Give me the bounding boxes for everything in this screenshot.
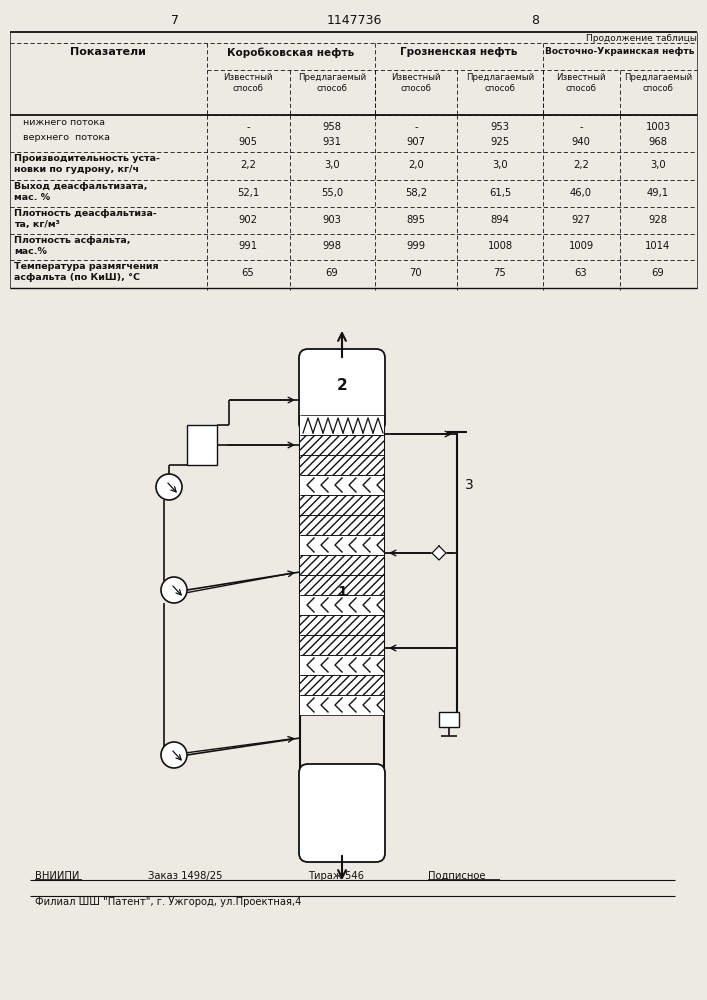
Text: Известный
способ: Известный способ <box>556 73 606 93</box>
Bar <box>187 425 217 465</box>
Text: та, кг/м³: та, кг/м³ <box>14 220 60 229</box>
Bar <box>300 655 384 675</box>
Text: -: - <box>414 122 418 132</box>
Bar <box>300 635 384 655</box>
Text: Филиал ШШ "Патент", г. Ужгород, ул.Проектная,4: Филиал ШШ "Патент", г. Ужгород, ул.Проек… <box>35 897 301 907</box>
Text: Известный
способ: Известный способ <box>391 73 440 93</box>
Text: 895: 895 <box>407 215 426 225</box>
Text: Предлагаемый
способ: Предлагаемый способ <box>466 73 534 93</box>
Text: Выход деасфальтизата,: Выход деасфальтизата, <box>14 182 148 191</box>
Text: 2,2: 2,2 <box>573 160 589 170</box>
Text: 1009: 1009 <box>568 241 594 251</box>
Text: 3,0: 3,0 <box>492 160 508 170</box>
Text: 63: 63 <box>575 268 588 278</box>
Text: Известный
способ: Известный способ <box>223 73 273 93</box>
Text: верхнего  потока: верхнего потока <box>14 133 110 142</box>
Text: 907: 907 <box>407 137 426 147</box>
Text: 991: 991 <box>238 241 257 251</box>
Bar <box>300 595 384 615</box>
Text: 61,5: 61,5 <box>489 188 511 198</box>
Text: 69: 69 <box>652 268 665 278</box>
Text: 3,0: 3,0 <box>650 160 666 170</box>
Text: Показатели: Показатели <box>70 47 146 57</box>
Text: 925: 925 <box>491 137 510 147</box>
Text: 958: 958 <box>322 122 341 132</box>
Circle shape <box>156 474 182 500</box>
Text: 998: 998 <box>322 241 341 251</box>
Bar <box>300 515 384 535</box>
Bar <box>300 675 384 695</box>
Text: 928: 928 <box>648 215 667 225</box>
Text: 931: 931 <box>322 137 341 147</box>
Text: 905: 905 <box>238 137 257 147</box>
Text: мас.%: мас.% <box>14 247 47 256</box>
Text: 69: 69 <box>326 268 339 278</box>
Text: 1147736: 1147736 <box>327 14 382 27</box>
Bar <box>300 455 384 475</box>
Bar <box>300 535 384 555</box>
Polygon shape <box>432 546 446 560</box>
Text: мас. %: мас. % <box>14 193 50 202</box>
Text: 58,2: 58,2 <box>405 188 427 198</box>
Text: -: - <box>579 122 583 132</box>
Text: 7: 7 <box>171 14 179 27</box>
Text: 953: 953 <box>491 122 510 132</box>
Text: новки по гудрону, кг/ч: новки по гудрону, кг/ч <box>14 165 139 174</box>
Text: Тираж 546: Тираж 546 <box>308 871 364 881</box>
Text: 2: 2 <box>337 378 347 393</box>
Text: 940: 940 <box>571 137 590 147</box>
Text: Плотность асфальта,: Плотность асфальта, <box>14 236 131 245</box>
Text: 75: 75 <box>493 268 506 278</box>
Text: 927: 927 <box>571 215 590 225</box>
Text: 1003: 1003 <box>645 122 670 132</box>
Text: 3: 3 <box>465 478 474 492</box>
Bar <box>300 435 384 455</box>
Text: ВНИИПИ: ВНИИПИ <box>35 871 79 881</box>
Text: 999: 999 <box>407 241 426 251</box>
Text: 49,1: 49,1 <box>647 188 669 198</box>
Text: асфальта (по КиШ), °С: асфальта (по КиШ), °С <box>14 273 140 282</box>
Text: 894: 894 <box>491 215 510 225</box>
Circle shape <box>161 742 187 768</box>
Text: нижнего потока: нижнего потока <box>14 118 105 127</box>
Text: Плотность деасфальтиза-: Плотность деасфальтиза- <box>14 209 157 218</box>
Text: 2,0: 2,0 <box>408 160 424 170</box>
Text: 55,0: 55,0 <box>321 188 343 198</box>
Text: 3,0: 3,0 <box>325 160 340 170</box>
Text: 52,1: 52,1 <box>237 188 259 198</box>
Text: 1014: 1014 <box>645 241 671 251</box>
Text: 903: 903 <box>322 215 341 225</box>
Text: 968: 968 <box>648 137 667 147</box>
Text: Предлагаемый
способ: Предлагаемый способ <box>624 73 692 93</box>
Text: 70: 70 <box>409 268 422 278</box>
Text: Восточно-Украинская нефть: Восточно-Украинская нефть <box>545 47 695 56</box>
Text: 8: 8 <box>531 14 539 27</box>
Circle shape <box>161 577 187 603</box>
FancyBboxPatch shape <box>299 349 385 432</box>
Bar <box>300 695 384 715</box>
Bar <box>300 555 384 575</box>
Text: Предлагаемый
способ: Предлагаемый способ <box>298 73 366 93</box>
Text: 1008: 1008 <box>487 241 513 251</box>
Text: Температура размягчения: Температура размягчения <box>14 262 158 271</box>
Text: Продолжение таблицы: Продолжение таблицы <box>586 34 697 43</box>
Bar <box>300 615 384 635</box>
Bar <box>300 495 384 515</box>
Text: -: - <box>246 122 250 132</box>
Text: 902: 902 <box>238 215 257 225</box>
Text: Грозненская нефть: Грозненская нефть <box>400 47 518 57</box>
Bar <box>439 712 459 727</box>
Text: 46,0: 46,0 <box>570 188 592 198</box>
Text: Подписное: Подписное <box>428 871 486 881</box>
Bar <box>300 475 384 495</box>
FancyBboxPatch shape <box>299 764 385 862</box>
Text: Производительность уста-: Производительность уста- <box>14 154 160 163</box>
Bar <box>300 575 384 595</box>
Text: 65: 65 <box>242 268 255 278</box>
Text: 1: 1 <box>337 585 347 599</box>
Text: 2,2: 2,2 <box>240 160 256 170</box>
Text: Коробковская нефть: Коробковская нефть <box>228 47 355 57</box>
Bar <box>300 415 384 435</box>
Text: Заказ 1498/25: Заказ 1498/25 <box>148 871 223 881</box>
